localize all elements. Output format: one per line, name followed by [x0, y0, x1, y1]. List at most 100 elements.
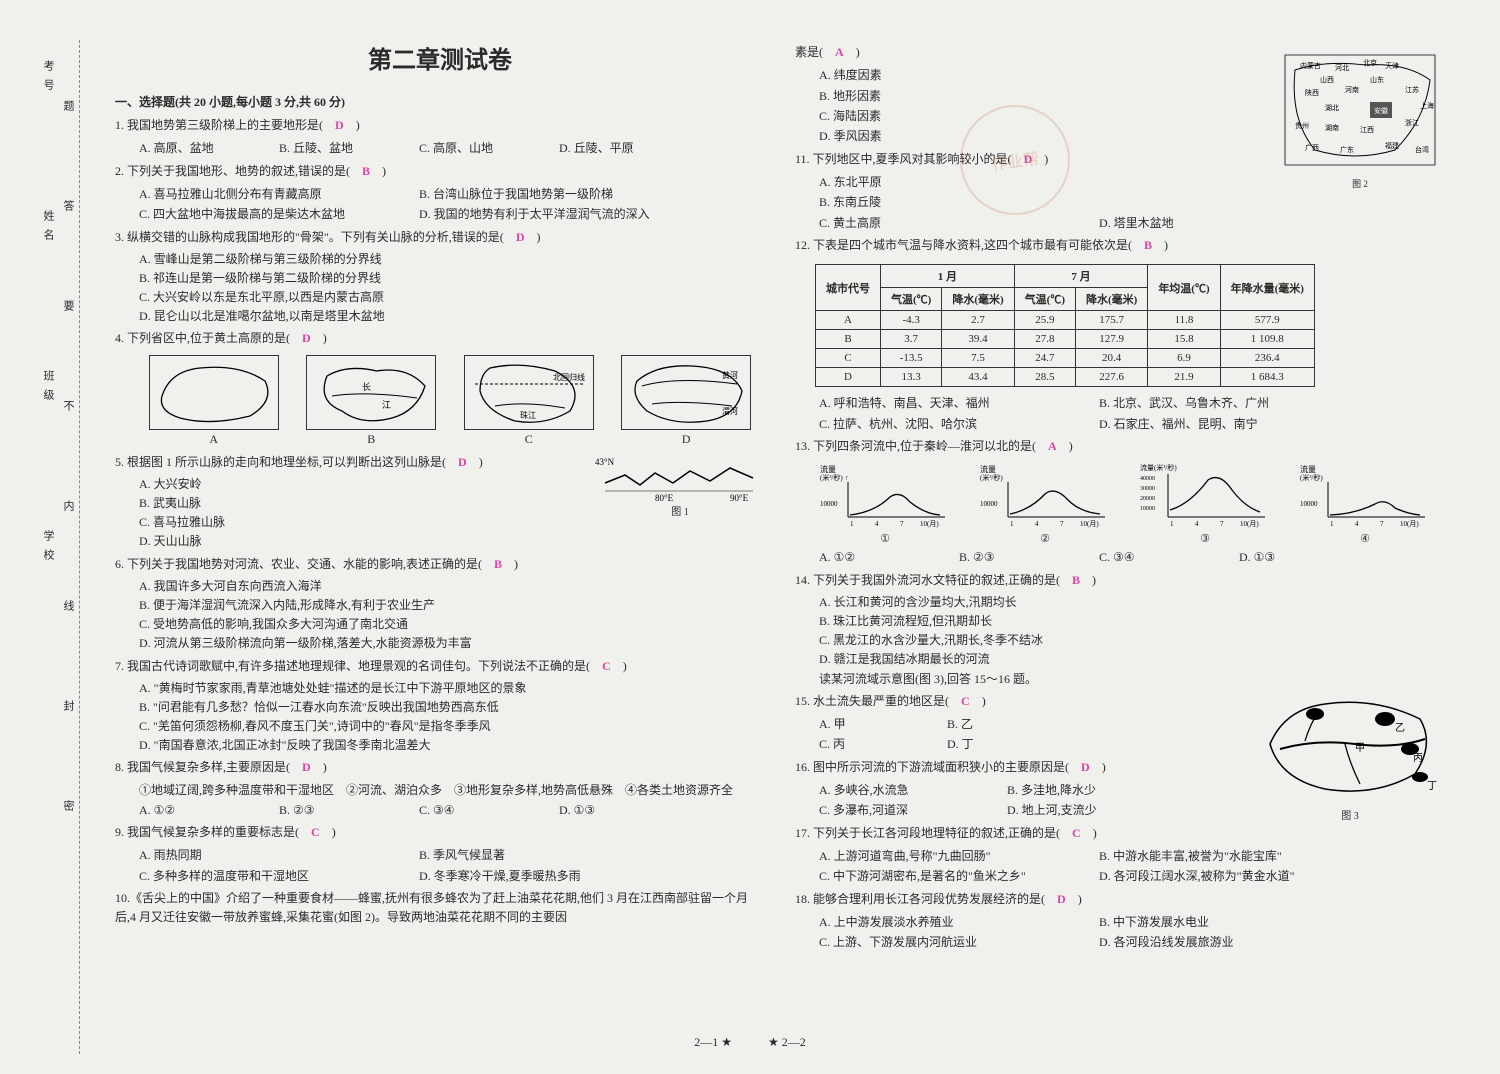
svg-text:40000: 40000 — [1140, 476, 1155, 482]
svg-text:安徽: 安徽 — [1374, 106, 1388, 115]
options: A. 雨热同期B. 季风气候显著 C. 多种多样的温度带和干湿地区D. 冬季寒冷… — [115, 845, 765, 886]
svg-text:4: 4 — [1195, 520, 1199, 528]
question-14: 14. 下列关于我国外流河水文特征的叙述,正确的是( B ) — [795, 571, 1445, 590]
svg-text:天津: 天津 — [1385, 62, 1399, 70]
binding-note: 线 — [60, 600, 76, 619]
options: A. 上中游发展淡水养殖业B. 中下游发展水电业 C. 上游、下游发展内河航运业… — [795, 912, 1445, 953]
svg-text:30000: 30000 — [1140, 486, 1155, 492]
svg-text:贵州: 贵州 — [1295, 121, 1309, 130]
svg-text:(米³/秒): (米³/秒) — [980, 473, 1003, 482]
svg-text:10(月): 10(月) — [1400, 520, 1419, 528]
svg-text:10000: 10000 — [980, 500, 998, 508]
options: A. 上游河道弯曲,号称"九曲回肠"B. 中游水能丰富,被誉为"水能宝库" C.… — [795, 846, 1445, 887]
svg-text:内蒙古: 内蒙古 — [1300, 61, 1321, 70]
svg-text:广东: 广东 — [1340, 145, 1354, 154]
svg-text:广西: 广西 — [1305, 143, 1319, 152]
options: A. 长江和黄河的含沙量均大,汛期均长B. 珠江比黄河流程短,但汛期却长C. 黑… — [795, 593, 1445, 689]
question-10-stem: 10.《舌尖上的中国》介绍了一种重要食材——蜂蜜,抚州有很多蜂农为了赶上油菜花花… — [115, 889, 765, 927]
svg-text:福建: 福建 — [1385, 141, 1399, 150]
svg-text:(米³/秒): (米³/秒) — [1300, 473, 1323, 482]
question-9: 9. 我国气候复杂多样的重要标志是( C ) — [115, 823, 765, 842]
svg-text:4: 4 — [1355, 520, 1359, 528]
svg-text:流量: 流量 — [820, 464, 836, 474]
map-b: 长江 — [306, 355, 436, 430]
question-1: 1. 我国地势第三级阶梯上的主要地形是( D ) — [115, 116, 765, 135]
hydrograph-2: 流量(米³/秒) 10000 14710(月) — [980, 462, 1110, 532]
map-c: 北回归线珠江 — [464, 355, 594, 430]
svg-text:流量: 流量 — [980, 464, 996, 474]
svg-text:北回归线: 北回归线 — [553, 372, 585, 382]
binding-field: 班级 — [40, 370, 56, 408]
binding-field: 姓名 — [40, 210, 56, 248]
page: 考号 姓名 班级 学校 题 答 要 不 内 线 封 密 第二章测试卷 一、选择题… — [0, 0, 1500, 1074]
table-row: C-13.57.524.720.46.9236.4 — [816, 349, 1315, 368]
binding-note: 内 — [60, 500, 76, 519]
options: A. 喜马拉雅山北侧分布有青藏高原B. 台湾山脉位于我国地势第一级阶梯 C. 四… — [115, 184, 765, 225]
svg-text:珠江: 珠江 — [520, 410, 536, 420]
svg-text:43°N: 43°N — [595, 457, 615, 467]
question-7: 7. 我国古代诗词歌赋中,有许多描述地理规律、地理景观的名词佳句。下列说法不正确… — [115, 657, 765, 676]
hydrograph-1: 流量(米³/秒) 10000 ↑ 14710(月) — [820, 462, 950, 532]
options: A. ①②B. ②③C. ③④D. ①③ — [115, 800, 765, 820]
hydrograph-4: 流量(米³/秒) 10000 14710(月) — [1300, 462, 1430, 532]
svg-text:乙: 乙 — [1395, 722, 1405, 734]
binding-note: 封 — [60, 700, 76, 719]
svg-text:江: 江 — [382, 400, 391, 410]
options: A. ①②B. ②③C. ③④D. ①③ — [795, 547, 1445, 567]
options: A. "黄梅时节家家雨,青草池塘处处蛙"描述的是长江中下游平原地区的景象B. "… — [115, 679, 765, 756]
hydrograph-3: 流量(米³/秒) 40000300002000010000 14710(月) — [1140, 462, 1270, 532]
svg-text:浙江: 浙江 — [1405, 118, 1419, 127]
options: A. 高原、盆地B. 丘陵、盆地C. 高原、山地D. 丘陵、平原 — [115, 138, 765, 158]
binding-note: 答 — [60, 200, 76, 219]
svg-text:7: 7 — [1060, 520, 1064, 528]
question-12: 12. 下表是四个城市气温与降水资料,这四个城市最有可能依次是( B ) — [795, 236, 1445, 255]
map-a — [149, 355, 279, 430]
svg-text:7: 7 — [1380, 520, 1384, 528]
svg-text:山东: 山东 — [1370, 75, 1384, 84]
table-row: A-4.32.725.9175.711.8577.9 — [816, 311, 1315, 330]
svg-text:流量: 流量 — [1300, 464, 1316, 474]
svg-text:湖南: 湖南 — [1325, 123, 1339, 132]
svg-text:7: 7 — [1220, 520, 1224, 528]
map-d: 黄河渭河 — [621, 355, 751, 430]
binding-note: 要 — [60, 300, 76, 319]
question-6: 6. 下列关于我国地势对河流、农业、交通、水能的影响,表述正确的是( B ) — [115, 555, 765, 574]
svg-text:10000: 10000 — [1140, 506, 1155, 512]
question-17: 17. 下列关于长江各河段地理特征的叙述,正确的是( C ) — [795, 824, 1445, 843]
svg-text:流量(米³/秒): 流量(米³/秒) — [1140, 463, 1177, 472]
table-row: D13.343.428.5227.621.91 684.3 — [816, 368, 1315, 387]
river-label: 长 — [362, 381, 371, 392]
climate-table: 城市代号 1 月 7 月 年均温(℃) 年降水量(毫米) 气温(℃)降水(毫米)… — [815, 264, 1315, 387]
binding-note: 不 — [60, 400, 76, 419]
question-3: 3. 纵横交错的山脉构成我国地形的"骨架"。下列有关山脉的分析,错误的是( D … — [115, 228, 765, 247]
right-column: 内蒙古河北北京天津 山西山东 陕西河南江苏 湖北安徽上海 贵州湖南江西浙江 广西… — [780, 40, 1460, 1054]
binding-field: 学校 — [40, 530, 56, 568]
options: A. 呼和浩特、南昌、天津、福州B. 北京、武汉、乌鲁木齐、广州 C. 拉萨、杭… — [795, 393, 1445, 434]
options: A. 我国许多大河自东向西流入海洋B. 便于海洋湿润气流深入内陆,形成降水,有利… — [115, 577, 765, 654]
svg-text:黄河: 黄河 — [722, 370, 738, 380]
svg-text:江西: 江西 — [1360, 126, 1374, 134]
province-maps: A 长江 B 北回归线珠江 C 黄河渭河 D — [115, 355, 765, 447]
hydrograph-row: 流量(米³/秒) 10000 ↑ 14710(月) ① 流量(米³/秒) 100… — [795, 462, 1445, 545]
svg-text:4: 4 — [875, 520, 879, 528]
binding-note: 题 — [60, 100, 76, 119]
page-title: 第二章测试卷 — [115, 40, 765, 75]
svg-text:湖北: 湖北 — [1325, 103, 1339, 112]
svg-text:↑: ↑ — [845, 474, 849, 482]
question-18: 18. 能够合理利用长江各河段优势发展经济的是( D ) — [795, 890, 1445, 909]
svg-text:1: 1 — [1330, 520, 1334, 528]
svg-text:河南: 河南 — [1345, 85, 1359, 94]
question-13: 13. 下列四条河流中,位于秦岭—淮河以北的是( A ) — [795, 437, 1445, 456]
svg-text:丁: 丁 — [1427, 781, 1437, 792]
svg-text:北京: 北京 — [1363, 58, 1377, 67]
table-row: B3.739.427.8127.915.81 109.8 — [816, 330, 1315, 349]
item-list: ①地域辽阔,跨多种温度带和干湿地区 ②河流、湖泊众多 ③地形复杂多样,地势高低悬… — [115, 781, 765, 800]
svg-text:10(月): 10(月) — [1080, 520, 1099, 528]
options: A. 雪峰山是第二级阶梯与第三级阶梯的分界线B. 祁连山是第一级阶梯与第二级阶梯… — [115, 250, 765, 327]
svg-text:山西: 山西 — [1320, 75, 1334, 84]
svg-text:1: 1 — [850, 520, 854, 528]
binding-field: 考号 — [40, 60, 56, 98]
svg-text:江苏: 江苏 — [1405, 85, 1419, 94]
svg-text:渭河: 渭河 — [722, 406, 738, 416]
page-footer: 2—1 ★ ★ 2—2 — [0, 1033, 1500, 1050]
